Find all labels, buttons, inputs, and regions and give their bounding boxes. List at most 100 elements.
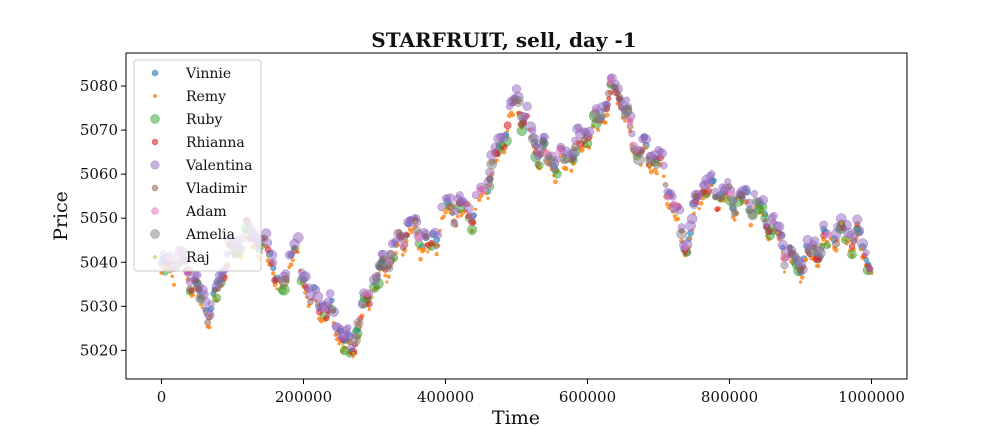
data-point: [520, 120, 527, 127]
data-point: [282, 289, 286, 293]
x-tick-label: 400000: [417, 388, 474, 406]
data-point: [579, 148, 585, 153]
data-point: [397, 233, 405, 240]
data-point: [312, 291, 324, 303]
legend-label: Rhianna: [186, 135, 245, 151]
data-point: [383, 273, 388, 278]
data-point: [738, 191, 746, 200]
data-point: [799, 265, 805, 271]
data-point: [468, 212, 476, 221]
legend-marker: [150, 229, 160, 239]
data-point: [866, 265, 874, 273]
data-point: [819, 220, 828, 230]
data-point: [712, 193, 719, 201]
data-point: [853, 225, 865, 237]
x-tick-label: 200000: [275, 388, 332, 406]
data-point: [676, 216, 680, 221]
data-point: [384, 263, 394, 273]
data-point: [290, 258, 295, 263]
data-point: [676, 228, 687, 240]
data-point: [442, 208, 446, 211]
data-point: [378, 269, 382, 273]
legend-marker: [150, 160, 160, 170]
data-point: [456, 214, 460, 219]
y-tick-label: 5040: [80, 253, 118, 271]
legend-frame: [133, 59, 262, 272]
y-tick-label: 5070: [80, 121, 118, 139]
legend-label: Adam: [185, 204, 227, 220]
data-point: [675, 205, 685, 215]
data-point: [570, 156, 577, 163]
data-point: [421, 247, 427, 252]
data-point: [500, 142, 504, 146]
data-point: [290, 246, 299, 255]
data-point: [271, 271, 276, 276]
data-point: [499, 132, 509, 142]
data-point: [780, 252, 789, 262]
data-point: [828, 236, 833, 241]
data-point: [847, 237, 850, 241]
data-point: [670, 200, 679, 209]
legend: Vinnie Remy Ruby Rhianna Valentina Vladimir Ad…: [133, 59, 262, 272]
data-point: [538, 165, 542, 169]
data-point: [692, 192, 700, 200]
data-point: [782, 270, 787, 274]
data-point: [620, 104, 633, 117]
data-point: [195, 285, 202, 292]
data-point: [555, 147, 563, 156]
data-point: [697, 206, 701, 211]
legend-marker: [151, 138, 159, 146]
y-tick-label: 5060: [80, 165, 118, 183]
data-point: [263, 238, 273, 247]
data-point: [495, 158, 499, 163]
data-point: [563, 166, 569, 172]
data-point: [363, 289, 372, 298]
x-axis: 0 200000 400000 600000 800000 1000000: [157, 379, 905, 406]
data-point: [413, 226, 421, 234]
data-point: [296, 246, 300, 251]
data-point: [459, 213, 464, 218]
data-point: [503, 121, 512, 130]
data-point: [823, 241, 831, 249]
data-point: [314, 301, 321, 307]
data-point: [323, 297, 334, 307]
data-point: [337, 341, 341, 346]
data-point: [467, 224, 478, 235]
data-point: [477, 197, 482, 202]
data-point: [775, 231, 779, 235]
data-point: [750, 190, 759, 198]
x-tick-label: 0: [157, 388, 167, 406]
data-point: [490, 167, 493, 171]
data-point: [798, 280, 803, 284]
data-point: [385, 280, 389, 284]
data-point: [661, 174, 666, 179]
data-points: [157, 73, 874, 359]
data-point: [271, 276, 279, 284]
data-point: [434, 252, 439, 257]
data-point: [401, 253, 405, 257]
x-tick-label: 1000000: [838, 388, 905, 406]
data-point: [404, 237, 408, 241]
data-point: [531, 141, 534, 145]
data-point: [484, 191, 489, 196]
data-point: [323, 314, 330, 322]
data-point: [627, 109, 630, 113]
data-point: [847, 249, 857, 260]
data-point: [275, 287, 279, 291]
data-point: [207, 325, 212, 330]
data-point: [647, 164, 652, 168]
data-point: [539, 138, 547, 146]
data-point: [511, 113, 515, 117]
data-point: [604, 104, 610, 111]
data-point: [751, 197, 761, 207]
data-point: [780, 261, 789, 270]
data-point: [334, 330, 340, 336]
data-point: [195, 292, 206, 304]
data-point: [518, 114, 522, 118]
data-point: [839, 221, 843, 226]
data-point: [832, 239, 840, 248]
data-point: [413, 220, 417, 224]
data-point: [659, 161, 668, 170]
data-point: [490, 142, 500, 152]
